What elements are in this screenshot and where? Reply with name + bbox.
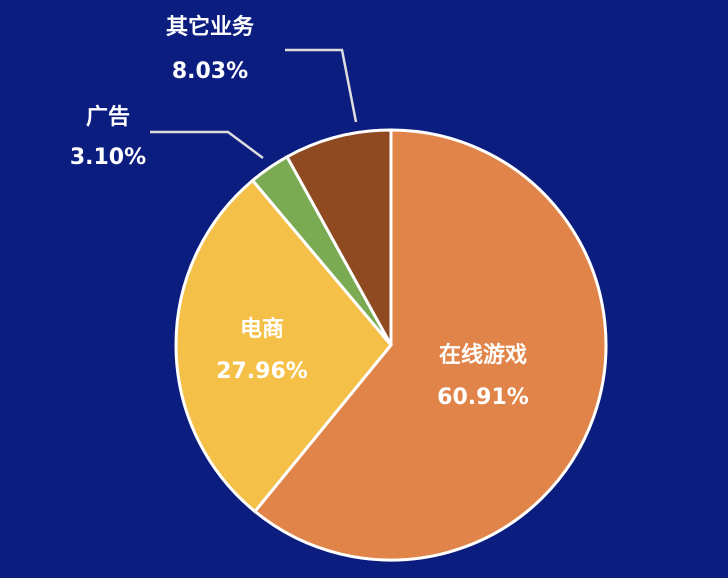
slice-label: 广告 xyxy=(86,104,130,130)
slice-label: 电商 xyxy=(240,316,284,342)
value-label: 60.91% xyxy=(437,385,529,410)
slice-label: 其它业务 xyxy=(166,14,255,40)
slice-label: 在线游戏 xyxy=(439,342,527,368)
pie-slice xyxy=(252,128,608,562)
value-label: 27.96% xyxy=(216,359,308,384)
pie-slice xyxy=(285,128,393,346)
value-label: 8.03% xyxy=(172,59,248,84)
leader-line xyxy=(285,48,358,123)
value-label: 3.10% xyxy=(70,145,146,170)
pie-slice xyxy=(174,178,393,514)
leader-line xyxy=(150,130,264,160)
